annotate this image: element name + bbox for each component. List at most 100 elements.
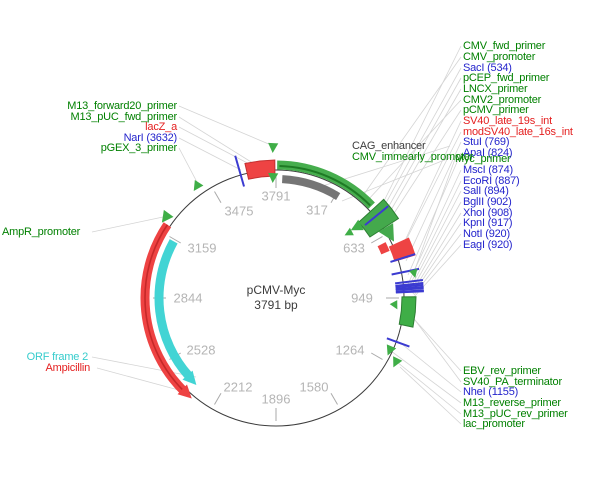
label-bglii-site: BglII (902)	[463, 196, 512, 208]
plasmid-title: pCMV-Myc 3791 bp	[247, 283, 306, 313]
label-lncx-primer: LNCX_primer	[463, 83, 528, 95]
leader-line	[390, 350, 462, 404]
tick-label: 2528	[186, 342, 216, 358]
plasmid-name: pCMV-Myc	[246, 283, 306, 297]
label-nari-site: NarI (3632)	[123, 132, 178, 144]
leader-line	[91, 216, 164, 233]
label-kpni-site: KpnI (917)	[463, 217, 513, 229]
leader-line	[396, 361, 462, 415]
site-mcs	[395, 287, 424, 292]
feature-ampicillin-arrowhead	[177, 384, 192, 399]
label-xhoi-site: XhoI (908)	[463, 207, 513, 219]
ring-tick	[214, 393, 222, 405]
site-stui	[390, 253, 416, 263]
leader-line	[407, 169, 462, 285]
tick-label: 1580	[299, 379, 329, 395]
leader-line	[386, 88, 462, 218]
arrow-pgex-3-primer	[193, 179, 204, 192]
tick-label: 3791	[261, 188, 291, 204]
ring-tick	[371, 352, 383, 360]
leader-line	[380, 45, 462, 208]
feature-cmv-region-arrowhead	[378, 223, 394, 242]
label-pcmv-primer: pCMV_primer	[463, 104, 529, 116]
site-nari	[234, 155, 245, 187]
label-sv40-pa-terminator: SV40_PA_terminator	[463, 376, 562, 388]
label-m13-puc-rev-primer: M13_pUC_rev_primer	[463, 408, 568, 420]
ring-tick	[330, 393, 338, 405]
leader-line	[398, 131, 462, 255]
leader-line	[96, 367, 187, 393]
feature-myc-tag-block	[398, 296, 417, 328]
label-ecori-site: EcoRI (887)	[463, 175, 520, 187]
site-saci	[364, 205, 389, 226]
label-sali-site: SalI (894)	[463, 185, 509, 197]
label-pcep-fwd-primer: pCEP_fwd_primer	[463, 72, 550, 84]
label-lac-promoter: lac_promoter	[463, 418, 525, 430]
label-stui-site: StuI (769)	[463, 136, 510, 148]
plasmid-size: 3791 bp	[254, 298, 298, 312]
tick-label: 1896	[261, 391, 291, 407]
leader-line	[399, 366, 462, 425]
leader-line	[376, 67, 462, 220]
leader-line	[401, 120, 462, 248]
label-cmv-fwd-primer: CMV_fwd_primer	[463, 40, 546, 52]
tick-label: 633	[343, 240, 365, 256]
feature-ampicillin-midline	[144, 224, 186, 393]
arrow-m13-puc-fwd-primer	[268, 172, 279, 183]
site-mcs	[395, 290, 424, 294]
label-m13-reverse-primer: M13_reverse_primer	[463, 397, 561, 409]
tick-label: 949	[351, 290, 373, 306]
label-ampicillin: Ampicillin	[45, 362, 91, 374]
label-pgex-3-primer: pGEX_3_primer	[100, 142, 177, 154]
label-ampr-promoter: AmpR_promoter	[2, 226, 81, 238]
site-nhei	[386, 337, 410, 348]
leader-line	[412, 222, 462, 295]
leader-line	[411, 315, 462, 383]
label-nhei-site: NheI (1155)	[463, 386, 519, 398]
label-msci-site: MscI (874)	[463, 164, 513, 176]
arrow-ampr-promoter	[161, 209, 174, 223]
site-mcs	[394, 278, 424, 285]
label-apai-site: ApaI (824)	[463, 147, 513, 159]
arrow-m13-reverse-primer	[386, 344, 397, 356]
arrow-cmv-rev-site-2	[344, 227, 354, 236]
tick-label: 1264	[335, 342, 365, 358]
tick-label: 3159	[187, 240, 217, 256]
label-myc-primer: Myc_primer	[455, 153, 511, 165]
feature-cmv-promoter-inner-line	[279, 165, 371, 207]
label-noti-site: NotI (920)	[463, 228, 510, 240]
leader-line	[402, 344, 462, 393]
label-ebv-rev-primer: EBV_rev_primer	[463, 365, 541, 377]
leader-line	[91, 356, 197, 378]
leader-line	[409, 190, 462, 290]
leader-line	[384, 77, 462, 214]
leader-line	[410, 201, 462, 292]
leader-line	[361, 56, 462, 198]
label-modsv40-late-16s-int: modSV40_late_16s_int	[463, 126, 573, 138]
feature-orf-frame-2-arc	[154, 239, 193, 380]
tick-label: 2844	[173, 290, 203, 306]
tick-label: 3475	[224, 203, 254, 219]
feature-cag-enhancer-arc	[281, 175, 341, 200]
leader-line	[178, 137, 242, 171]
leader-line	[178, 126, 254, 167]
label-cmv2-promoter: CMV2_promoter	[463, 94, 542, 106]
label-cmv-immearly-promoter: CMV_immearly_promoter	[352, 151, 474, 163]
label-cag-enhancer: CAG_enhancer	[352, 140, 426, 152]
feature-orf-frame-2-arrowhead	[182, 370, 197, 385]
leader-line	[366, 99, 462, 202]
site-mcs	[395, 285, 424, 290]
leader-line	[405, 141, 462, 262]
leader-line	[178, 105, 272, 146]
label-orf-frame-2: ORF frame 2	[26, 351, 89, 363]
tick-label: 317	[306, 202, 328, 218]
label-m13-forward20-primer: M13_forward20_primer	[67, 100, 177, 112]
label-lacz-a: lacZ_a	[145, 121, 177, 133]
leader-line	[413, 158, 456, 273]
label-m13-puc-fwd-primer: M13_pUC_fwd_primer	[70, 111, 178, 123]
label-sv40-late-19s-int: SV40_late_19s_int	[463, 115, 552, 127]
arrow-ebv-rev-primer	[389, 300, 398, 310]
leader-line	[178, 147, 199, 185]
